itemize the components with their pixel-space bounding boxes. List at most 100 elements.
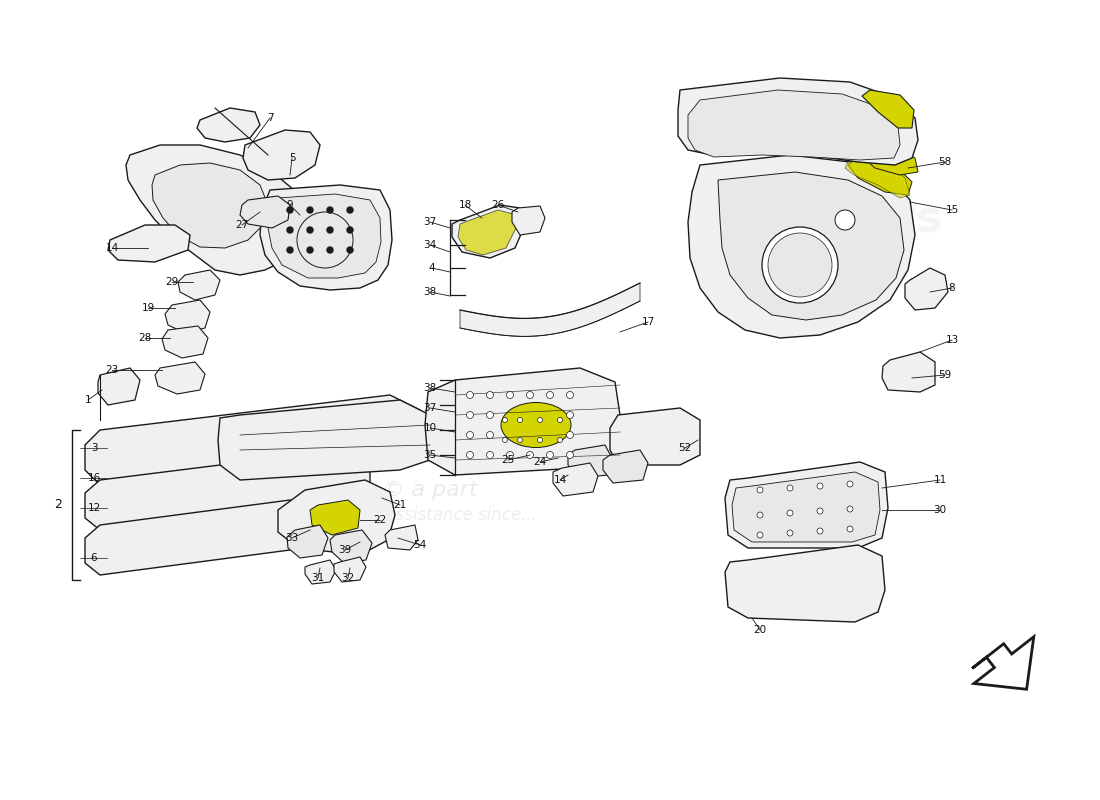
Text: 52: 52: [679, 443, 692, 453]
Text: 2: 2: [54, 498, 62, 511]
Polygon shape: [460, 283, 640, 336]
Text: 38: 38: [424, 383, 437, 393]
Polygon shape: [330, 530, 372, 563]
Circle shape: [517, 438, 522, 442]
Text: 9: 9: [287, 200, 294, 210]
Polygon shape: [725, 545, 886, 622]
Text: 54: 54: [414, 540, 427, 550]
Circle shape: [786, 530, 793, 536]
Circle shape: [547, 451, 553, 458]
Circle shape: [466, 411, 473, 418]
Circle shape: [547, 391, 553, 398]
Polygon shape: [162, 326, 208, 358]
Circle shape: [486, 411, 494, 418]
Polygon shape: [845, 158, 910, 198]
Circle shape: [466, 391, 473, 398]
Polygon shape: [848, 160, 912, 195]
Circle shape: [466, 451, 473, 458]
Text: 37: 37: [424, 217, 437, 227]
Text: 39: 39: [339, 545, 352, 555]
Circle shape: [506, 451, 514, 458]
Circle shape: [327, 207, 333, 213]
Text: 35: 35: [424, 450, 437, 460]
Text: a parts assistance since...: a parts assistance since...: [322, 506, 538, 524]
Polygon shape: [718, 172, 904, 320]
Circle shape: [503, 438, 507, 442]
Text: 4: 4: [429, 263, 436, 273]
Circle shape: [762, 227, 838, 303]
Polygon shape: [866, 150, 918, 175]
Text: 30: 30: [934, 505, 947, 515]
Circle shape: [287, 207, 293, 213]
Circle shape: [307, 247, 314, 253]
Polygon shape: [197, 108, 260, 142]
Text: 26: 26: [492, 200, 505, 210]
Polygon shape: [278, 480, 395, 555]
Text: 16: 16: [87, 473, 100, 483]
Polygon shape: [678, 78, 918, 165]
Polygon shape: [310, 500, 360, 535]
Polygon shape: [165, 300, 210, 333]
Circle shape: [817, 483, 823, 489]
Text: 24: 24: [534, 457, 547, 467]
Text: 20: 20: [754, 625, 767, 635]
Polygon shape: [385, 525, 418, 550]
Text: 12: 12: [87, 503, 100, 513]
Text: 5: 5: [288, 153, 295, 163]
Text: 37: 37: [424, 403, 437, 413]
Text: 38: 38: [424, 287, 437, 297]
Text: 32: 32: [341, 573, 354, 583]
Polygon shape: [218, 400, 434, 480]
Ellipse shape: [500, 402, 571, 447]
Text: €uroParts: €uroParts: [696, 198, 943, 242]
Circle shape: [847, 526, 852, 532]
Polygon shape: [862, 90, 914, 128]
Circle shape: [757, 487, 763, 493]
Text: 22: 22: [373, 515, 386, 525]
Circle shape: [466, 431, 473, 438]
Polygon shape: [725, 462, 888, 548]
Circle shape: [287, 247, 293, 253]
Polygon shape: [240, 196, 290, 228]
Circle shape: [558, 438, 562, 442]
Polygon shape: [334, 557, 366, 582]
Polygon shape: [108, 225, 190, 262]
Polygon shape: [260, 185, 392, 290]
Circle shape: [768, 233, 832, 297]
Circle shape: [566, 391, 573, 398]
Circle shape: [558, 418, 562, 422]
Circle shape: [817, 508, 823, 514]
Text: 11: 11: [934, 475, 947, 485]
Text: 14: 14: [553, 475, 566, 485]
Text: 17: 17: [641, 317, 654, 327]
Text: 25: 25: [502, 455, 515, 465]
Circle shape: [486, 431, 494, 438]
Circle shape: [527, 451, 534, 458]
Text: 3: 3: [90, 443, 97, 453]
Circle shape: [757, 532, 763, 538]
Polygon shape: [688, 90, 900, 160]
Polygon shape: [268, 194, 381, 278]
Text: 33: 33: [285, 533, 298, 543]
Circle shape: [566, 411, 573, 418]
Text: © a part: © a part: [382, 480, 477, 500]
Circle shape: [486, 391, 494, 398]
Polygon shape: [243, 130, 320, 180]
Polygon shape: [85, 500, 320, 575]
Text: 10: 10: [424, 423, 437, 433]
Polygon shape: [553, 463, 598, 496]
Polygon shape: [287, 525, 328, 558]
Polygon shape: [732, 472, 880, 542]
Text: 18: 18: [459, 200, 472, 210]
Polygon shape: [126, 145, 310, 275]
Circle shape: [786, 510, 793, 516]
Polygon shape: [882, 352, 935, 392]
Polygon shape: [688, 155, 915, 338]
Circle shape: [566, 451, 573, 458]
Circle shape: [538, 418, 542, 422]
Text: 14: 14: [106, 243, 119, 253]
Circle shape: [297, 212, 353, 268]
Polygon shape: [512, 206, 544, 235]
Polygon shape: [458, 210, 516, 255]
Circle shape: [327, 227, 333, 233]
